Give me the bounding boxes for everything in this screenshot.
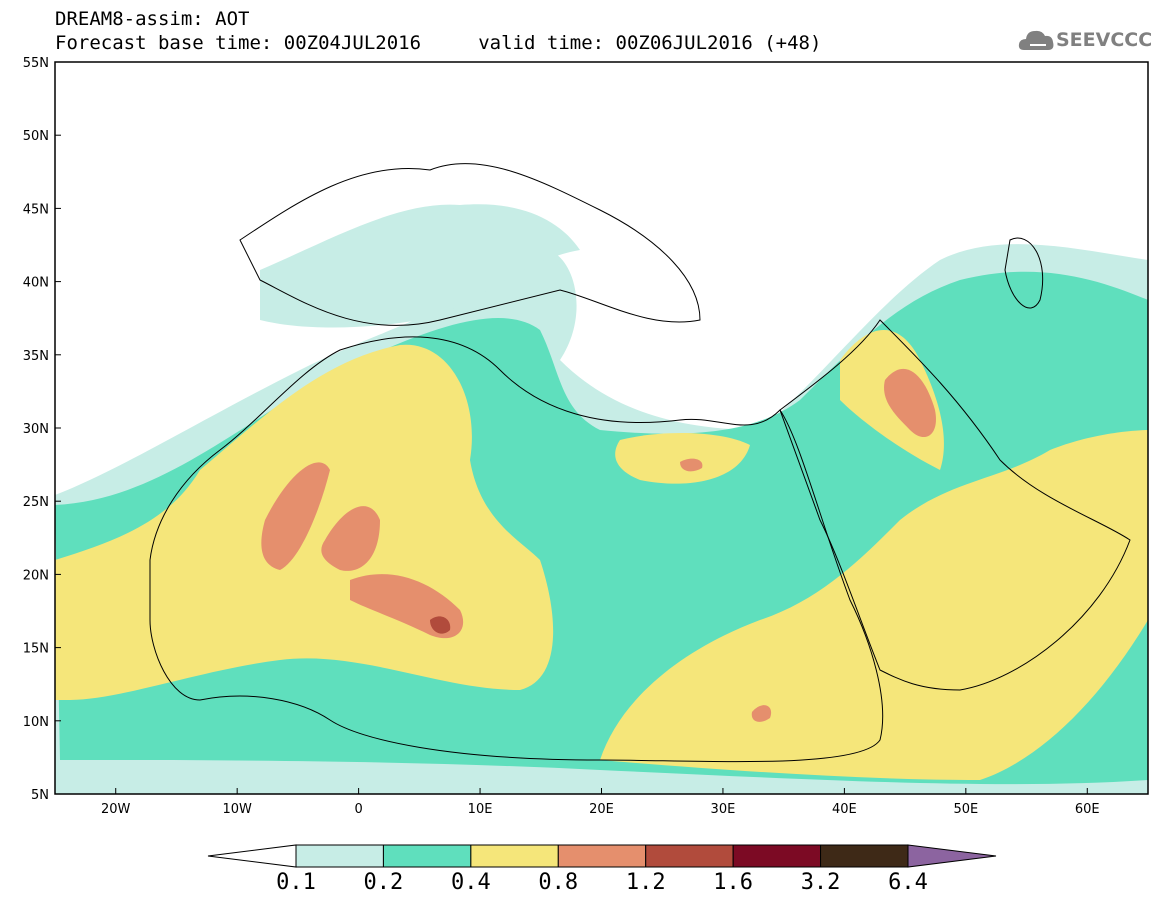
coastline-caspian (1004, 237, 1044, 309)
lat-label: 5N (31, 788, 49, 803)
colorbar-low-arrow (207, 844, 297, 868)
aot-band-0.4-east (600, 430, 1148, 780)
lat-label: 20N (23, 568, 49, 583)
colorbar-swatch (645, 844, 734, 868)
colorbar-level-label: 0.8 (538, 870, 579, 895)
forecast-time-line: Forecast base time: 00Z04JUL2016 valid t… (55, 32, 822, 54)
colorbar (207, 844, 997, 868)
colorbar-swatch (295, 844, 384, 868)
colorbar-level-label: 3.2 (800, 870, 841, 895)
aot-band-0.1-north (260, 204, 580, 328)
lat-label: 55N (23, 56, 49, 71)
lat-label: 25N (23, 495, 49, 510)
lon-label: 10W (222, 802, 252, 817)
lon-label: 30E (711, 802, 736, 817)
aot-band-0.8-d (884, 368, 936, 438)
lon-label: 20W (101, 802, 131, 817)
colorbar-level-label: 6.4 (888, 870, 928, 895)
cloud-icon (1018, 30, 1054, 50)
lon-label: 60E (1075, 802, 1100, 817)
colorbar-level-label: 1.2 (625, 870, 666, 895)
lon-label: 0 (354, 802, 362, 817)
aot-band-1.2 (430, 616, 451, 634)
lat-label: 35N (23, 349, 49, 364)
colorbar-swatch (382, 844, 472, 868)
lon-label: 20E (589, 802, 614, 817)
brand-logo-text: SEEVCCC (1056, 29, 1153, 51)
coastline-arabia (779, 319, 1131, 691)
coastline-europe (239, 163, 701, 326)
colorbar-swatch (470, 844, 559, 868)
aot-band-0.8-a (261, 462, 330, 570)
colorbar-high-arrow (907, 844, 997, 868)
coastline-africa (149, 336, 884, 763)
lat-label: 45N (23, 202, 49, 217)
lat-label: 15N (23, 642, 49, 657)
colorbar-level-label: 1.6 (713, 870, 754, 895)
colorbar-labels: 0.1 0.2 0.4 0.8 1.2 1.6 3.2 6.4 (0, 870, 1165, 900)
colorbar-swatch (820, 844, 909, 868)
colorbar-level-label: 0.2 (363, 870, 404, 895)
lon-label: 40E (832, 802, 857, 817)
chart-title: DREAM8-assim: AOT (55, 8, 250, 30)
aot-band-0.8-e (680, 458, 703, 472)
colorbar-level-label: 0.1 (276, 870, 316, 895)
lat-axis: 55N 50N 45N 40N 35N 30N 25N 20N 15N 10N 5N (23, 56, 61, 803)
aot-band-0.8-b (321, 506, 380, 571)
lon-axis: 20W 10W 0 10E 20E 30E 40E 50E 60E (101, 788, 1100, 817)
colorbar-level-label: 0.4 (450, 870, 491, 895)
lat-label: 30N (23, 422, 49, 437)
lat-label: 40N (23, 276, 49, 291)
aot-band-0.8-f (751, 705, 772, 722)
colorbar-swatch (557, 844, 647, 868)
colorbar-swatch (732, 844, 822, 868)
lat-label: 10N (23, 715, 49, 730)
lon-label: 10E (468, 802, 493, 817)
aot-band-0.4-libya (615, 433, 750, 484)
lat-label: 50N (23, 129, 49, 144)
lon-label: 50E (953, 802, 978, 817)
